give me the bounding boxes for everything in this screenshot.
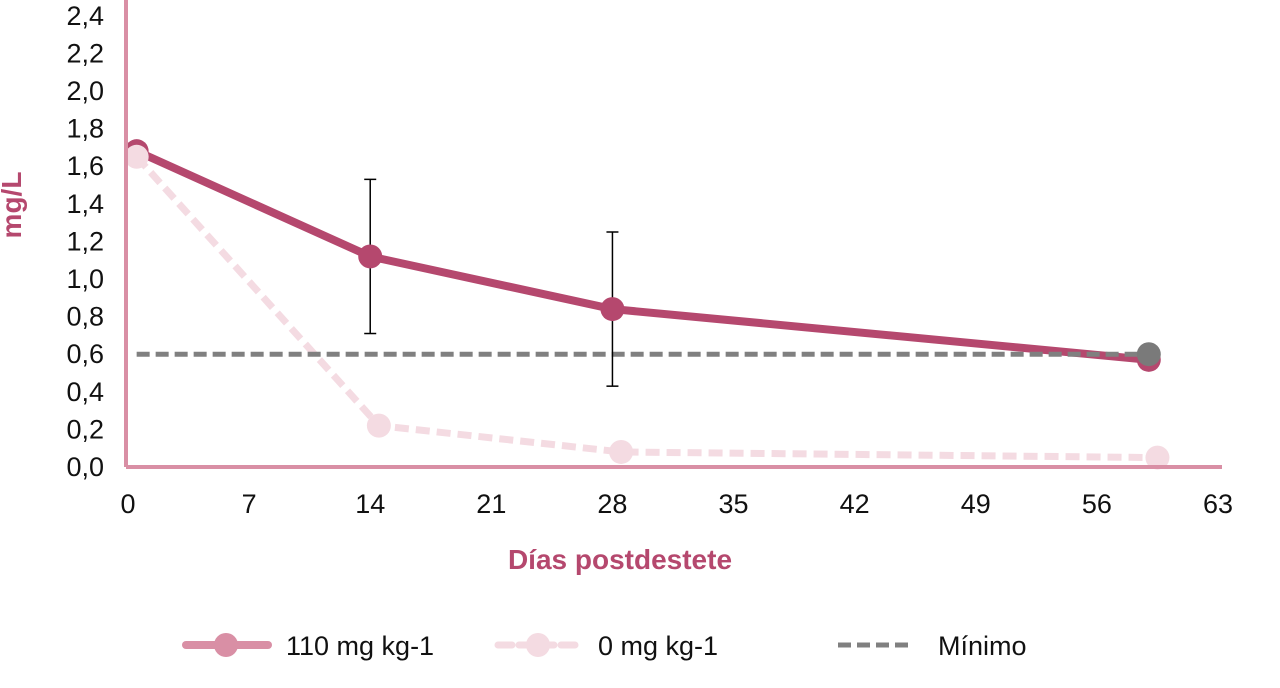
y-tick-label: 1,0 (66, 264, 104, 294)
y-tick-label: 2,0 (66, 76, 104, 106)
legend-item: 110 mg kg-1 (182, 631, 434, 661)
legend-item: 0 mg kg-1 (494, 631, 718, 661)
series-line (135, 147, 1150, 364)
data-point (358, 244, 383, 269)
x-tick-label: 21 (476, 489, 506, 519)
x-tick-label: 28 (597, 489, 627, 519)
legend-marker (526, 633, 550, 657)
data-point (600, 297, 625, 322)
data-point (1136, 342, 1161, 367)
legend-label: 0 mg kg-1 (598, 631, 718, 661)
x-tick-label: 49 (961, 489, 991, 519)
y-tick-labels: 0,0 0,2 0,4 0,6 0,8 1,0 1,2 1,4 1,6 1,8 2,0 2,2 2,4 (66, 1, 104, 482)
series-line (134, 154, 1158, 462)
x-tick-label: 7 (242, 489, 257, 519)
legend-item: Mínimo (838, 631, 1027, 661)
legend-label: Mínimo (938, 631, 1027, 661)
x-tick-label: 63 (1203, 489, 1233, 519)
x-tick-labels: 0 7 14 21 28 35 42 49 56 63 (120, 489, 1233, 519)
data-point (609, 439, 634, 464)
legend-marker (214, 633, 238, 657)
y-tick-label: 0,8 (66, 302, 104, 332)
y-tick-label: 2,2 (66, 38, 104, 68)
y-tick-label: 1,8 (66, 114, 104, 144)
x-tick-label: 42 (840, 489, 870, 519)
x-tick-label: 0 (120, 489, 135, 519)
data-point (124, 144, 149, 169)
y-tick-label: 0,6 (66, 339, 104, 369)
legend-label: 110 mg kg-1 (286, 631, 434, 661)
data-point (1145, 445, 1170, 470)
plot-points (124, 139, 1170, 470)
x-tick-label: 56 (1082, 489, 1112, 519)
y-axis-title: mg/L (0, 172, 27, 239)
y-tick-label: 2,4 (66, 1, 104, 31)
data-point (366, 413, 391, 438)
x-tick-label: 35 (719, 489, 749, 519)
y-tick-label: 0,2 (66, 414, 104, 444)
y-tick-label: 1,2 (66, 226, 104, 256)
x-axis-title: Días postdestete (508, 544, 732, 575)
legend: 110 mg kg-1 0 mg kg-1 Mínimo (182, 631, 1027, 661)
y-tick-label: 1,6 (66, 151, 104, 181)
plot-lines (134, 147, 1158, 462)
axes (124, 0, 1222, 469)
y-tick-label: 0,0 (66, 452, 104, 482)
y-tick-label: 1,4 (66, 189, 104, 219)
x-tick-label: 14 (355, 489, 385, 519)
y-tick-label: 0,4 (66, 377, 104, 407)
